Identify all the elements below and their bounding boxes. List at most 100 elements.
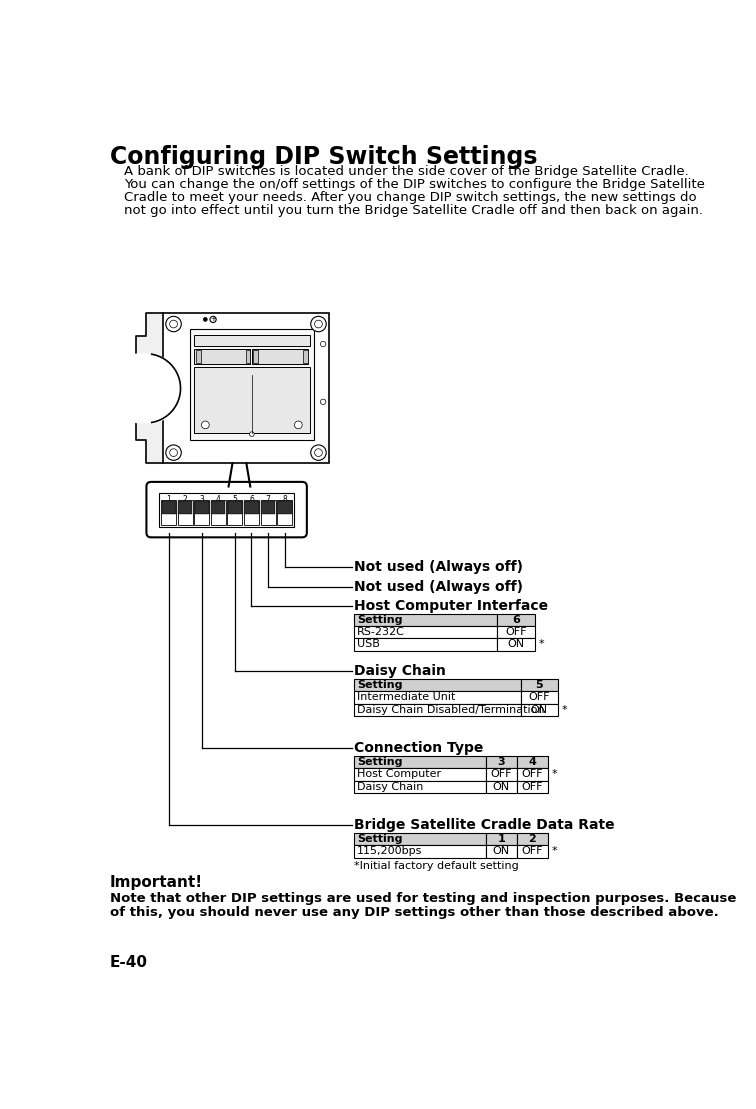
Text: A bank of DIP switches is located under the side cover of the Bridge Satellite C: A bank of DIP switches is located under … — [124, 164, 689, 177]
Text: OFF: OFF — [528, 692, 550, 702]
Text: E-40: E-40 — [110, 955, 148, 970]
Bar — [486, 769, 517, 781]
Circle shape — [294, 421, 302, 429]
Bar — [354, 613, 497, 625]
Bar — [261, 499, 275, 525]
Circle shape — [314, 321, 322, 328]
Text: of this, you should never use any DIP settings other than those described above.: of this, you should never use any DIP se… — [110, 906, 719, 919]
Bar — [277, 499, 292, 525]
Circle shape — [166, 316, 181, 332]
Bar — [194, 348, 249, 364]
Bar — [354, 769, 486, 781]
Bar — [486, 845, 517, 857]
Text: 4: 4 — [528, 757, 536, 767]
Bar — [228, 501, 242, 513]
Text: ON: ON — [493, 782, 510, 792]
Bar — [521, 703, 558, 716]
Polygon shape — [135, 354, 181, 423]
Text: OFF: OFF — [522, 846, 543, 856]
Bar — [517, 756, 548, 769]
Bar — [354, 679, 521, 691]
Text: 115,200bps: 115,200bps — [358, 846, 423, 856]
Bar — [497, 613, 534, 625]
Text: USB: USB — [358, 640, 380, 650]
Bar — [277, 501, 292, 513]
Circle shape — [169, 321, 178, 328]
Text: ON: ON — [531, 705, 548, 715]
Text: ON: ON — [507, 640, 525, 650]
Circle shape — [201, 421, 209, 429]
Circle shape — [314, 449, 322, 457]
Circle shape — [321, 399, 326, 405]
Bar — [521, 691, 558, 703]
Text: You can change the on/off settings of the DIP switches to configure the Bridge S: You can change the on/off settings of th… — [124, 177, 705, 191]
Bar — [354, 833, 486, 845]
Circle shape — [311, 316, 327, 332]
Bar — [517, 845, 548, 857]
Text: 2: 2 — [183, 495, 187, 503]
Text: 1: 1 — [166, 495, 171, 503]
Bar — [163, 313, 330, 464]
Bar — [354, 781, 486, 793]
Bar — [261, 501, 275, 513]
Bar — [486, 833, 517, 845]
Bar — [178, 499, 193, 525]
Bar — [190, 328, 314, 440]
Bar — [517, 781, 548, 793]
Bar — [354, 756, 486, 769]
Text: Host Computer: Host Computer — [358, 770, 442, 780]
Bar — [194, 499, 209, 525]
Bar — [194, 367, 310, 433]
Circle shape — [203, 317, 207, 322]
Bar — [211, 501, 225, 513]
Text: Not used (Always off): Not used (Always off) — [354, 580, 523, 593]
Text: 5: 5 — [233, 495, 237, 503]
Bar — [517, 833, 548, 845]
Bar — [252, 348, 308, 364]
Bar — [161, 499, 176, 525]
Bar — [497, 625, 534, 638]
Text: Important!: Important! — [110, 875, 203, 891]
Text: Setting: Setting — [358, 680, 403, 690]
Text: Not used (Always off): Not used (Always off) — [354, 560, 523, 574]
Text: 1: 1 — [497, 834, 505, 844]
Bar — [486, 756, 517, 769]
Text: +: + — [210, 316, 216, 323]
Text: 7: 7 — [265, 495, 271, 503]
Bar — [196, 350, 200, 363]
Bar — [354, 625, 497, 638]
Text: 8: 8 — [282, 495, 287, 503]
Text: Configuring DIP Switch Settings: Configuring DIP Switch Settings — [110, 145, 538, 170]
Bar — [354, 845, 486, 857]
Text: Daisy Chain: Daisy Chain — [354, 664, 446, 679]
Text: OFF: OFF — [491, 770, 512, 780]
Bar — [253, 350, 258, 363]
Text: *Initial factory default setting: *Initial factory default setting — [354, 861, 519, 871]
Bar — [354, 691, 521, 703]
Bar — [303, 350, 308, 363]
Bar — [246, 350, 250, 363]
Text: 3: 3 — [200, 495, 204, 503]
Text: ON: ON — [493, 846, 510, 856]
Polygon shape — [135, 313, 163, 464]
Circle shape — [321, 342, 326, 347]
Text: OFF: OFF — [522, 770, 543, 780]
Text: Bridge Satellite Cradle Data Rate: Bridge Satellite Cradle Data Rate — [354, 818, 615, 833]
Bar — [354, 703, 521, 716]
Text: Connection Type: Connection Type — [354, 741, 484, 755]
Circle shape — [311, 445, 327, 460]
Text: 2: 2 — [528, 834, 536, 844]
Bar — [159, 492, 294, 527]
Text: 3: 3 — [497, 757, 505, 767]
Bar — [244, 499, 259, 525]
Text: Setting: Setting — [358, 757, 403, 767]
Circle shape — [169, 449, 178, 457]
Text: *: * — [562, 705, 568, 715]
Bar — [521, 679, 558, 691]
Bar — [194, 335, 310, 346]
Text: Note that other DIP settings are used for testing and inspection purposes. Becau: Note that other DIP settings are used fo… — [110, 893, 736, 905]
Text: Cradle to meet your needs. After you change DIP switch settings, the new setting: Cradle to meet your needs. After you cha… — [124, 191, 696, 204]
Text: *: * — [538, 640, 544, 650]
Bar — [211, 499, 226, 525]
Bar — [162, 501, 176, 513]
